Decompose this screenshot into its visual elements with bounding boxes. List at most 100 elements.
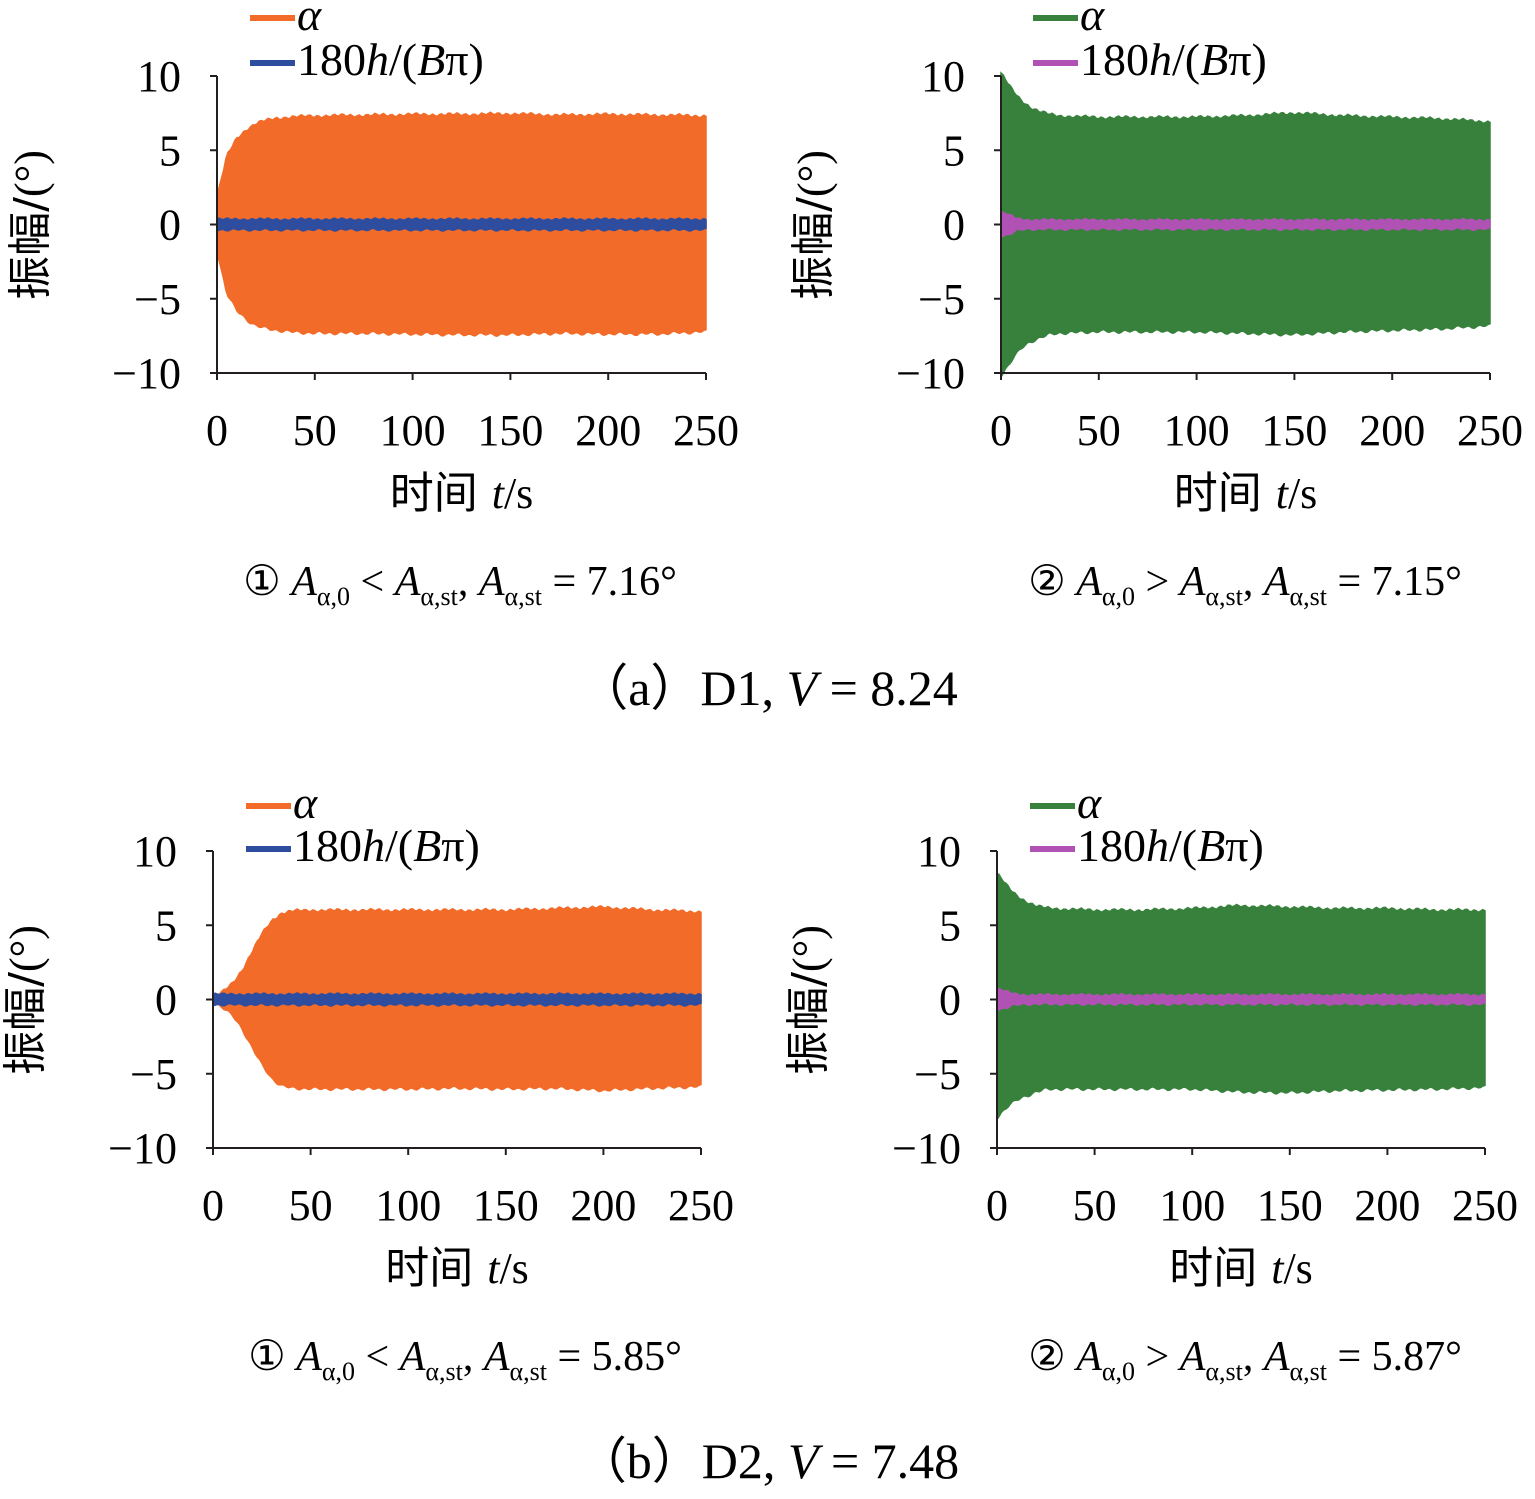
y-tick-label: 10 [921,52,965,101]
caption-subscript: α,st [1289,1357,1327,1386]
caption-symbol: A [1261,1334,1290,1380]
caption-symbol: A [1073,559,1102,605]
legend-label-alpha: α [293,777,318,828]
caption-text: , [1243,1334,1264,1380]
x-tick-label: 250 [1457,406,1523,455]
y-axis-label: 振幅/(°) [783,925,834,1075]
legend-label-part: 180 [1080,34,1149,85]
x-tick-label: 100 [375,1181,441,1230]
caption-subscript: α,st [1289,582,1327,611]
x-tick-label: 200 [575,406,641,455]
caption-subscript: α,st [504,582,542,611]
caption-text: ② [1028,1334,1076,1380]
legend-label-part: h [1146,820,1169,871]
legend-label-part: /( [1172,34,1200,85]
legend-label-part: B [417,34,445,85]
series-heave-a1 [216,217,707,232]
x-tick-label: 100 [1164,406,1230,455]
y-tick-label: −10 [108,1124,177,1173]
x-tick-label: 100 [1159,1181,1225,1230]
y-axis-label-unit: (°) [6,150,55,197]
legend-label-alpha: α [297,0,322,40]
x-axis-label-main: 时间 [390,468,492,519]
legend-label-part: /( [385,820,413,871]
caption-subscript: α,st [509,1357,547,1386]
caption-subscript: α,st [1205,1357,1243,1386]
y-axis-label: 振幅/(°) [0,925,51,1075]
x-axis-label-unit: /s [504,469,533,518]
y-axis-label-unit: (°) [1,925,50,972]
legend-label-part: B [413,820,441,871]
y-tick-label: −5 [134,275,181,324]
y-tick-label: 0 [155,976,177,1025]
caption-text: ② [1028,559,1076,605]
legend-label-part: π) [1225,820,1264,871]
group-caption-a: （a）D1, V = 8.24 [578,660,958,716]
caption-symbol: A [1177,1334,1206,1380]
y-tick-label: −5 [914,1050,961,1099]
x-axis-label-main: 时间 [1169,1243,1271,1294]
legend-label: α [297,0,322,40]
legend-label-part: π) [1228,34,1267,85]
x-tick-label: 200 [570,1181,636,1230]
x-axis-label-var: t [492,469,506,518]
series-heave-b1 [212,992,702,1007]
x-tick-label: 150 [473,1181,539,1230]
legend-label-part: /( [389,34,417,85]
x-tick-label: 250 [668,1181,734,1230]
x-tick-label: 150 [1261,406,1327,455]
legend-label: α [293,777,318,828]
y-tick-label: 5 [939,901,961,950]
y-axis-label-main: 振幅/ [5,197,56,300]
x-tick-label: 50 [1073,1181,1117,1230]
y-tick-label: 5 [159,126,181,175]
y-axis-label: 振幅/(°) [788,150,839,300]
caption-text: , [463,1334,484,1380]
caption-symbol: A [481,1334,510,1380]
caption-symbol: A [397,1334,426,1380]
caption-subscript: α,0 [1102,582,1135,611]
legend-label-part: /( [1169,820,1197,871]
legend-label: 180h/(Bπ) [1080,34,1267,85]
legend-label-part: 180 [297,34,366,85]
x-axis-label-var: t [1276,469,1290,518]
y-tick-label: 0 [939,976,961,1025]
panel-caption: ② Aα,0​ > Aα,st​, Aα,st​ = 7.15° [1028,559,1462,611]
legend-label-part: h [362,820,385,871]
y-tick-label: 10 [917,827,961,876]
y-tick-label: 0 [943,201,965,250]
y-tick-label: −5 [130,1050,177,1099]
panel-caption: ② Aα,0​ > Aα,st​, Aα,st​ = 5.87° [1028,1334,1462,1386]
x-tick-label: 0 [986,1181,1008,1230]
x-axis-label-var: t [487,1244,501,1293]
x-tick-label: 0 [202,1181,224,1230]
caption-subscript: α,st [1205,582,1243,611]
y-axis-label-unit: (°) [784,925,833,972]
y-tick-label: 10 [137,52,181,101]
caption-text: = 7.15° [1327,559,1462,605]
legend-label-part: h [1149,34,1172,85]
caption-symbol: A [1261,559,1290,605]
y-axis-label-main: 振幅/ [783,972,834,1075]
x-tick-label: 0 [206,406,228,455]
y-axis-label-main: 振幅/ [788,197,839,300]
y-tick-label: 5 [155,901,177,950]
series-heave-b2 [996,987,1486,1012]
caption-symbol: A [1177,559,1206,605]
y-tick-label: −10 [112,349,181,398]
legend-label-alpha: α [1077,777,1102,828]
caption-text: ① [243,559,291,605]
y-tick-label: −10 [892,1124,961,1173]
y-tick-label: −10 [896,349,965,398]
y-axis-label-main: 振幅/ [0,972,51,1075]
legend-label-part: π) [445,34,484,85]
caption-text: < [355,1334,400,1380]
x-axis-label-unit: /s [1283,1244,1312,1293]
panel-caption: ① Aα,0​ < Aα,st​, Aα,st​ = 5.85° [248,1334,682,1386]
x-axis-label-unit: /s [1288,469,1317,518]
legend-label: 180h/(Bπ) [293,820,480,871]
